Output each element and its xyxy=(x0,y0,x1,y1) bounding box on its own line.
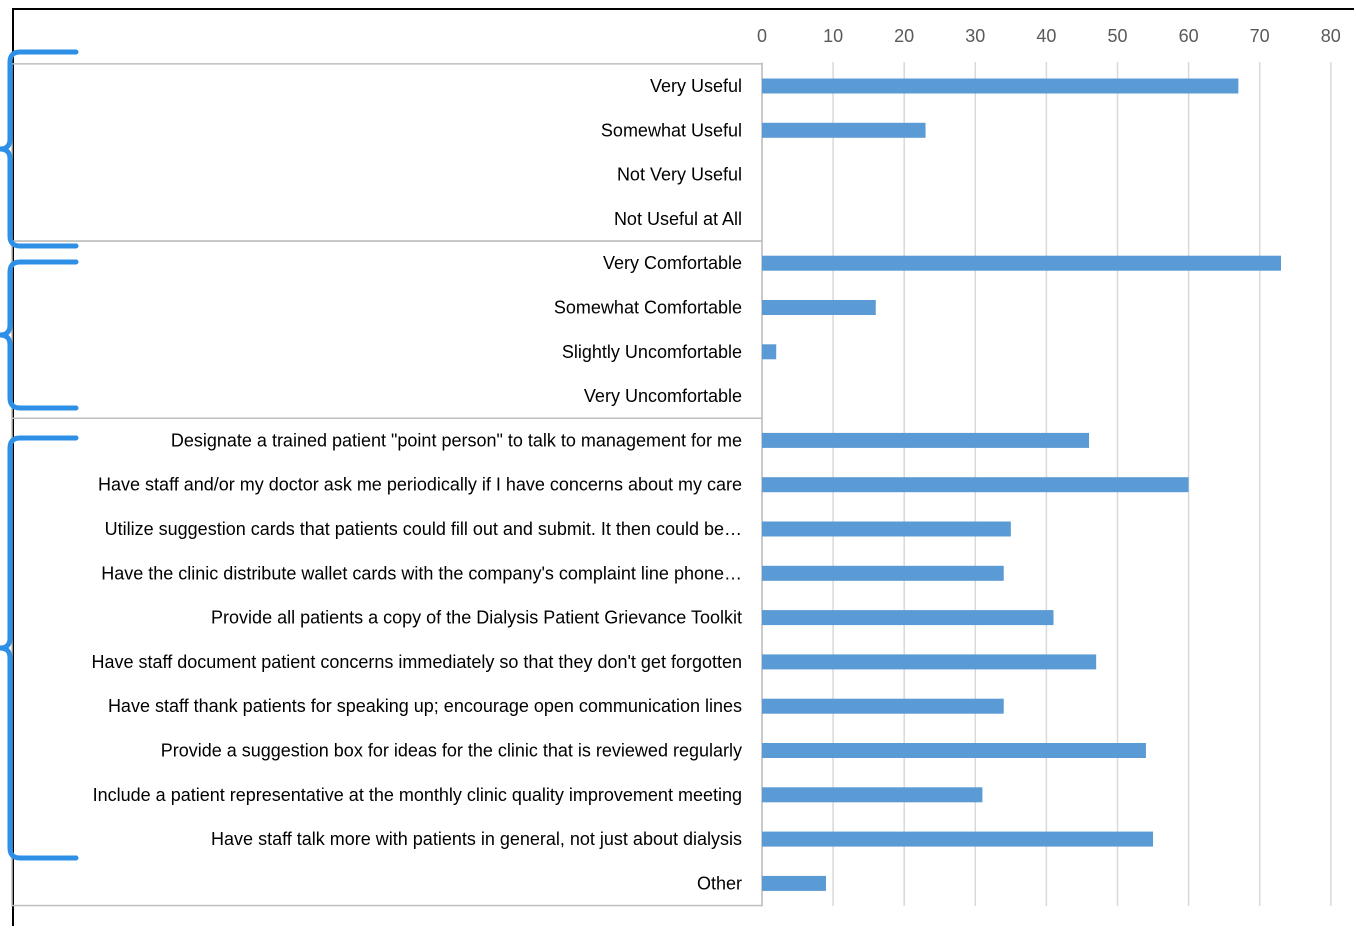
x-tick-label: 60 xyxy=(1179,26,1199,46)
group-bracket xyxy=(0,259,79,411)
bar xyxy=(762,300,876,315)
x-tick-label: 20 xyxy=(894,26,914,46)
category-label: Not Very Useful xyxy=(617,165,742,185)
category-label: Very Comfortable xyxy=(603,253,742,273)
category-label: Utilize suggestion cards that patients c… xyxy=(105,519,742,539)
category-label: Very Useful xyxy=(650,76,742,96)
category-label: Somewhat Comfortable xyxy=(554,298,742,318)
bars xyxy=(762,78,1282,891)
bar xyxy=(762,122,926,138)
bar xyxy=(762,787,983,803)
bar xyxy=(762,521,1011,537)
bar xyxy=(762,831,1154,847)
x-tick-label: 70 xyxy=(1250,26,1270,46)
category-label: Have staff document patient concerns imm… xyxy=(92,652,742,672)
x-tick-label: 30 xyxy=(965,26,985,46)
bar xyxy=(762,610,1054,626)
category-label: Provide a suggestion box for ideas for t… xyxy=(161,741,742,761)
bar xyxy=(762,432,1090,448)
bar xyxy=(762,78,1239,94)
category-label: Have the clinic distribute wallet cards … xyxy=(101,563,742,583)
bar xyxy=(762,743,1146,758)
bar xyxy=(762,698,1004,714)
bar xyxy=(762,565,1004,581)
category-label: Somewhat Useful xyxy=(601,120,742,140)
x-tick-label: 50 xyxy=(1107,26,1127,46)
x-tick-label: 80 xyxy=(1321,26,1341,46)
category-label: Include a patient representative at the … xyxy=(93,785,742,805)
bar xyxy=(762,654,1097,670)
category-label: Not Useful at All xyxy=(614,209,742,229)
bar xyxy=(762,477,1189,493)
group-bracket xyxy=(0,435,79,861)
bar xyxy=(762,255,1282,271)
category-label: Have staff talk more with patients in ge… xyxy=(211,829,742,849)
group-brackets xyxy=(0,49,79,861)
x-tick-labels: 0 10 20 30 40 50 60 70 80 xyxy=(757,26,1341,46)
x-tick-label: 0 xyxy=(757,26,767,46)
x-tick-label: 40 xyxy=(1036,26,1056,46)
category-label: Have staff thank patients for speaking u… xyxy=(108,696,742,716)
bar xyxy=(762,344,777,360)
category-label: Very Uncomfortable xyxy=(584,386,742,406)
bar xyxy=(762,875,826,891)
category-label: Slightly Uncomfortable xyxy=(562,342,742,362)
group-bracket xyxy=(0,49,79,249)
category-label: Designate a trained patient "point perso… xyxy=(171,430,742,450)
chart-frame xyxy=(12,8,1354,926)
category-label: Other xyxy=(697,873,742,893)
x-tick-label: 10 xyxy=(823,26,843,46)
category-labels: Very Useful Somewhat Useful Not Very Usefu… xyxy=(92,76,742,893)
category-label: Provide all patients a copy of the Dialy… xyxy=(211,608,742,628)
category-label: Have staff and/or my doctor ask me perio… xyxy=(98,475,742,495)
